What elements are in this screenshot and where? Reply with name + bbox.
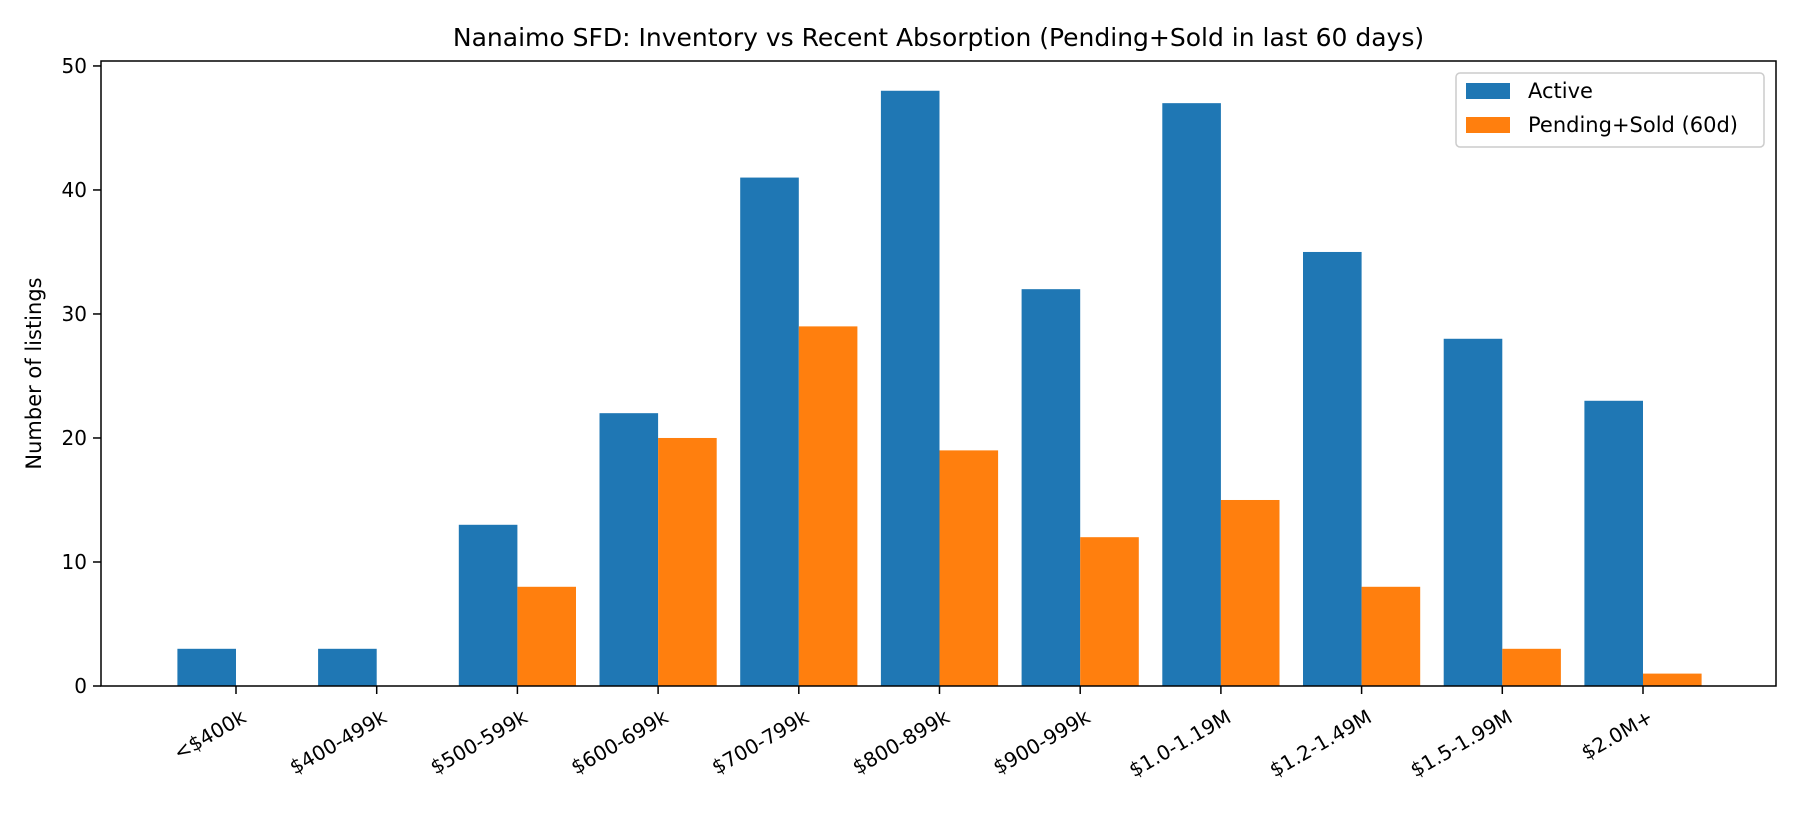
y-tick-label-4: 40	[62, 178, 87, 202]
bar-pending-sold-3	[658, 437, 717, 686]
x-tick-label-0: <$400k	[169, 704, 250, 765]
bars-group	[177, 90, 1702, 686]
legend-label-pending-sold: Pending+Sold (60d)	[1528, 113, 1738, 137]
legend-box	[1455, 72, 1765, 148]
bar-active-10	[1584, 400, 1643, 686]
legend: Active Pending+Sold (60d)	[1455, 72, 1765, 148]
bar-active-6	[1021, 289, 1081, 686]
bar-pending-sold-8	[1361, 586, 1421, 686]
bar-active-1	[318, 648, 377, 686]
plot-frame	[100, 60, 1777, 687]
x-tick-label-2: $500-599k	[426, 704, 532, 779]
y-tick-label-1: 10	[62, 550, 87, 574]
x-tick-label-9: $1.5-1.99M	[1406, 705, 1516, 783]
bar-active-4	[740, 177, 799, 686]
x-tick-label-8: $1.2-1.49M	[1265, 705, 1375, 783]
bar-pending-sold-4	[798, 326, 858, 686]
bar-active-2	[458, 524, 518, 686]
legend-label-active: Active	[1528, 79, 1593, 103]
bar-active-5	[880, 90, 940, 686]
bar-active-3	[599, 413, 659, 686]
bar-pending-sold-9	[1502, 648, 1561, 686]
y-axis-label: Number of listings	[22, 277, 46, 469]
legend-swatch-active	[1466, 83, 1510, 99]
bar-active-0	[177, 648, 236, 686]
x-axis: <$400k $400-499k $500-599k $600-699k $700-79…	[169, 686, 1657, 782]
y-tick-label-3: 30	[62, 302, 87, 326]
legend-swatch-pending-sold	[1466, 117, 1510, 133]
x-tick-label-6: $900-999k	[989, 704, 1095, 779]
bar-active-9	[1443, 338, 1503, 686]
bar-pending-sold-5	[939, 450, 999, 686]
x-tick-label-3: $600-699k	[567, 704, 673, 779]
x-tick-label-5: $800-899k	[848, 704, 954, 779]
bar-active-8	[1303, 251, 1362, 686]
bar-pending-sold-10	[1643, 673, 1702, 686]
x-tick-label-1: $400-499k	[285, 704, 391, 779]
x-tick-label-10: $2.0M+	[1577, 705, 1657, 765]
y-tick-label-5: 50	[62, 54, 87, 78]
bar-pending-sold-7	[1220, 499, 1280, 686]
bar-pending-sold-2	[517, 586, 576, 686]
y-tick-label-2: 20	[62, 426, 87, 450]
bar-pending-sold-6	[1080, 537, 1139, 686]
x-tick-label-7: $1.0-1.19M	[1125, 705, 1235, 783]
y-tick-label-0: 0	[74, 674, 87, 698]
x-tick-label-4: $700-799k	[707, 704, 813, 779]
bar-active-7	[1162, 103, 1221, 686]
y-axis: 0 10 20 30 40 50	[62, 54, 101, 698]
chart-title: Nanaimo SFD: Inventory vs Recent Absorpt…	[453, 23, 1424, 52]
